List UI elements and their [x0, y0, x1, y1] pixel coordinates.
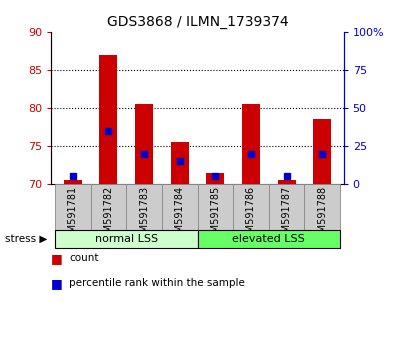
Bar	[64, 180, 82, 184]
Text: GSM591786: GSM591786	[246, 186, 256, 245]
FancyBboxPatch shape	[55, 229, 198, 248]
Text: GSM591783: GSM591783	[139, 186, 149, 245]
Text: ■: ■	[51, 252, 63, 265]
FancyBboxPatch shape	[55, 184, 90, 229]
Bar	[135, 104, 153, 184]
Text: ■: ■	[51, 277, 63, 290]
Text: GSM591787: GSM591787	[282, 186, 292, 245]
FancyBboxPatch shape	[198, 184, 233, 229]
Bar	[313, 119, 331, 184]
Bar	[207, 172, 224, 184]
Text: percentile rank within the sample: percentile rank within the sample	[69, 278, 245, 288]
Text: GSM591781: GSM591781	[68, 186, 78, 245]
Text: GSM591782: GSM591782	[103, 186, 113, 245]
Bar	[242, 104, 260, 184]
Bar	[100, 55, 117, 184]
Text: stress ▶: stress ▶	[5, 234, 47, 244]
FancyBboxPatch shape	[269, 184, 305, 229]
FancyBboxPatch shape	[162, 184, 198, 229]
FancyBboxPatch shape	[233, 184, 269, 229]
Text: elevated LSS: elevated LSS	[232, 234, 305, 244]
FancyBboxPatch shape	[90, 184, 126, 229]
FancyBboxPatch shape	[198, 229, 340, 248]
Text: GSM591785: GSM591785	[210, 186, 220, 245]
Bar	[278, 180, 295, 184]
Text: normal LSS: normal LSS	[95, 234, 158, 244]
FancyBboxPatch shape	[126, 184, 162, 229]
Text: count: count	[69, 253, 99, 263]
Text: GSM591784: GSM591784	[175, 186, 185, 245]
FancyBboxPatch shape	[305, 184, 340, 229]
Title: GDS3868 / ILMN_1739374: GDS3868 / ILMN_1739374	[107, 16, 288, 29]
Text: GSM591788: GSM591788	[317, 186, 327, 245]
Bar	[171, 142, 188, 184]
